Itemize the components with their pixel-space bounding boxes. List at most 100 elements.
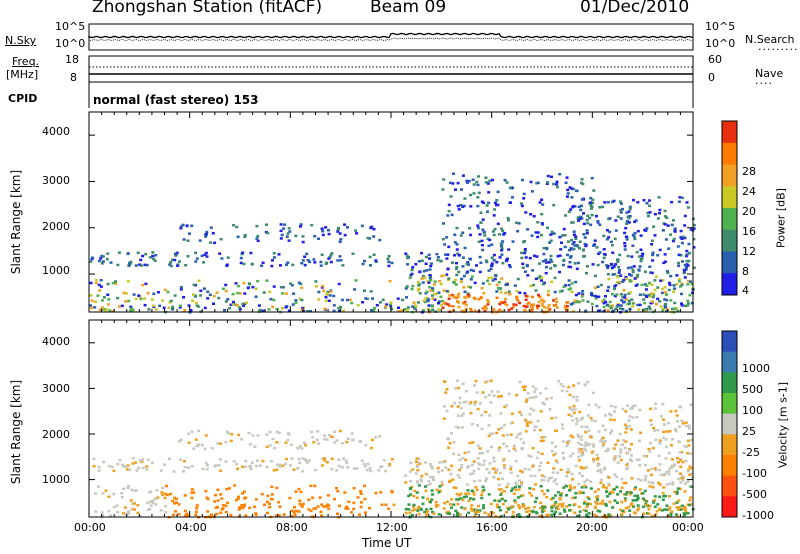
velocity-cell	[622, 481, 626, 485]
power-cell	[561, 263, 565, 267]
power-cell	[431, 287, 435, 290]
power-cell	[368, 255, 372, 259]
power-cell	[554, 303, 558, 307]
power-cell	[414, 263, 418, 266]
power-cell	[549, 233, 553, 236]
power-cell	[138, 263, 142, 266]
velocity-cell	[673, 490, 677, 494]
power-cell	[475, 180, 479, 184]
velocity-cell	[274, 514, 278, 517]
velocity-cell	[242, 490, 246, 493]
power-cell	[320, 286, 324, 289]
velocity-cell	[121, 512, 125, 515]
power-cell	[501, 261, 505, 265]
velocity-cell	[520, 481, 523, 484]
velocity-cell	[561, 385, 565, 388]
velocity-cell	[282, 513, 286, 516]
velocity-cell	[620, 513, 624, 516]
power-cell	[651, 253, 655, 257]
velocity-cell	[379, 465, 383, 469]
power-cell	[249, 251, 253, 255]
velocity-cell	[437, 513, 441, 516]
velocity-cell	[417, 484, 421, 487]
power-cell	[397, 310, 401, 313]
power-cell	[237, 305, 241, 309]
velocity-cell	[388, 463, 392, 466]
velocity-cell	[165, 493, 169, 497]
power-cell	[236, 284, 240, 288]
velocity-cell	[421, 502, 425, 506]
velocity-cell	[633, 488, 637, 491]
power-cell	[146, 292, 150, 295]
power-cell	[154, 254, 158, 257]
power-cell	[387, 260, 391, 264]
velocity-cell	[225, 501, 229, 505]
power-cell	[524, 294, 528, 298]
velocity-cell	[545, 514, 549, 517]
power-cell	[460, 188, 463, 191]
power-cell	[441, 238, 445, 241]
power-cell	[255, 237, 259, 240]
power-cell	[664, 293, 668, 296]
velocity-cell	[449, 506, 453, 509]
power-cell	[300, 308, 304, 311]
power-colorbar-swatch	[722, 273, 737, 296]
power-cell	[154, 308, 158, 311]
velocity-cell	[581, 416, 584, 420]
velocity-cell	[461, 498, 465, 502]
power-cell	[287, 227, 291, 230]
velocity-cell	[243, 503, 246, 507]
power-cell	[593, 286, 597, 290]
velocity-cell	[509, 467, 513, 471]
power-cell	[650, 271, 654, 275]
power-cell	[306, 259, 310, 262]
power-cell	[282, 227, 286, 230]
power-cell	[517, 222, 521, 225]
power-cell	[171, 258, 175, 262]
power-cell	[428, 286, 432, 289]
power-cell	[516, 277, 520, 281]
power-cell	[479, 296, 483, 300]
power-cell	[619, 293, 623, 296]
velocity-cell	[683, 505, 687, 509]
power-cell	[455, 273, 459, 277]
velocity-cell	[619, 448, 623, 451]
velocity-cell	[689, 438, 693, 442]
velocity-cbar-minus500: -500	[742, 488, 767, 501]
velocity-cell	[440, 469, 444, 472]
power-cell	[618, 280, 622, 284]
power-cell	[673, 287, 677, 290]
velocity-cell	[163, 463, 167, 466]
velocity-cell	[484, 395, 488, 399]
velocity-cell	[204, 434, 208, 437]
velocity-cell	[518, 505, 522, 508]
power-cell	[454, 283, 458, 286]
velocity-cell	[664, 494, 668, 498]
power-cell	[637, 268, 641, 271]
power-cell	[442, 222, 445, 225]
velocity-cell	[156, 496, 160, 499]
velocity-cell	[128, 468, 132, 472]
power-cell	[448, 294, 452, 297]
power-cell	[452, 172, 455, 175]
velocity-cell	[657, 481, 660, 485]
velocity-cell	[668, 430, 672, 433]
power-cell	[661, 279, 665, 282]
velocity-cell	[135, 469, 139, 472]
velocity-cell	[658, 495, 662, 498]
velocity-cell	[540, 489, 544, 493]
power-cell	[670, 200, 674, 204]
velocity-cell	[472, 498, 476, 501]
velocity-cell	[584, 509, 588, 513]
power-cell	[272, 252, 276, 255]
velocity-cell	[313, 468, 317, 472]
power-cell	[450, 213, 454, 217]
velocity-cell	[533, 474, 537, 478]
power-cell	[622, 288, 626, 292]
velocity-cell	[460, 463, 464, 467]
power-cell	[637, 308, 641, 311]
velocity-cell	[247, 431, 251, 435]
power-cell	[683, 214, 687, 218]
velocity-cell	[534, 387, 538, 390]
velocity-cell	[496, 477, 500, 481]
